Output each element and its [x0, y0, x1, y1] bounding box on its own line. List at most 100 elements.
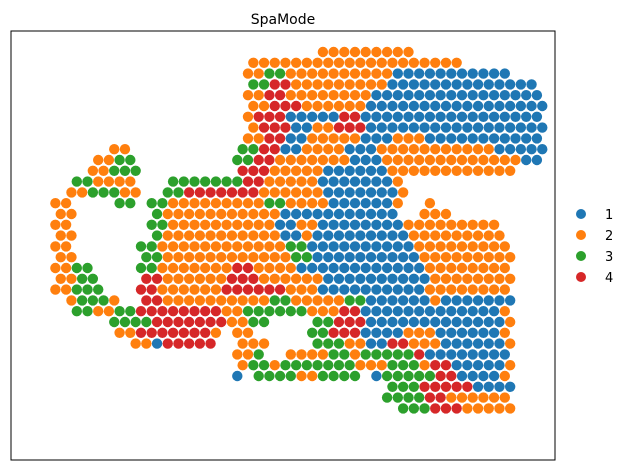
spot-cluster-2 [312, 100, 323, 112]
spot-cluster-1 [478, 90, 489, 101]
spot-cluster-2 [317, 46, 329, 58]
spot-cluster-3 [237, 144, 248, 155]
spot-cluster-2 [365, 79, 377, 90]
spot-cluster-3 [98, 295, 109, 306]
spot-cluster-1 [328, 219, 339, 230]
spot-cluster-2 [472, 273, 484, 284]
spot-cluster-1 [381, 198, 393, 209]
spot-cluster-3 [258, 79, 270, 90]
spot-cluster-4 [253, 176, 264, 187]
spot-cluster-3 [274, 198, 286, 209]
spot-cluster-1 [392, 284, 403, 295]
spot-cluster-2 [499, 327, 510, 338]
spot-cluster-1 [435, 90, 446, 101]
spot-cluster-1 [392, 306, 403, 317]
spot-cluster-2 [440, 273, 452, 284]
spot-cluster-1 [504, 122, 516, 133]
spot-cluster-1 [478, 306, 489, 317]
spot-cluster-2 [285, 68, 296, 79]
spot-cluster-1 [424, 306, 436, 317]
spot-cluster-2 [253, 68, 264, 79]
spot-cluster-2 [323, 100, 334, 112]
spot-cluster-2 [167, 284, 179, 295]
spot-cluster-1 [526, 144, 537, 155]
spot-cluster-1 [478, 327, 489, 338]
legend-label-3: 3 [605, 250, 613, 265]
spot-cluster-1 [456, 133, 468, 144]
spot-cluster-2 [414, 241, 425, 252]
spot-cluster-1 [339, 219, 350, 230]
spot-cluster-1 [365, 122, 377, 133]
spot-cluster-2 [258, 295, 270, 306]
spot-cluster-2 [472, 165, 484, 176]
legend-label-1: 1 [605, 208, 613, 223]
spot-cluster-1 [494, 100, 505, 112]
spot-cluster-2 [430, 208, 441, 220]
spot-cluster-1 [467, 327, 478, 338]
spot-cluster-2 [232, 241, 243, 252]
spot-cluster-1 [515, 144, 527, 155]
spot-cluster-1 [451, 338, 462, 349]
spot-cluster-3 [403, 370, 414, 382]
spot-cluster-2 [93, 176, 104, 187]
spot-cluster-2 [194, 208, 206, 220]
spot-cluster-1 [360, 219, 371, 230]
spot-cluster-2 [269, 57, 280, 68]
spot-cluster-3 [397, 360, 409, 371]
spot-cluster-2 [451, 57, 462, 68]
spot-cluster-2 [408, 230, 420, 241]
spot-cluster-2 [440, 57, 452, 68]
spot-cluster-2 [125, 327, 136, 338]
spot-cluster-2 [274, 241, 286, 252]
spot-cluster-1 [371, 284, 382, 295]
spot-cluster-1 [504, 144, 516, 155]
spot-cluster-2 [269, 165, 280, 176]
spot-cluster-3 [274, 68, 286, 79]
spot-cluster-2 [446, 284, 457, 295]
spot-cluster-3 [167, 176, 179, 187]
spot-cluster-1 [365, 165, 377, 176]
spot-cluster-3 [141, 252, 152, 263]
spot-cluster-2 [93, 306, 104, 317]
spot-cluster-2 [162, 295, 173, 306]
spot-cluster-2 [339, 133, 350, 144]
spot-cluster-1 [371, 111, 382, 123]
spot-cluster-1 [419, 122, 430, 133]
spot-cluster-1 [355, 144, 366, 155]
spot-cluster-1 [397, 316, 409, 328]
spot-cluster-2 [403, 154, 414, 166]
spot-cluster-2 [258, 187, 270, 198]
spot-cluster-2 [253, 241, 264, 252]
spot-cluster-2 [173, 230, 184, 241]
spot-cluster-2 [189, 262, 200, 274]
spot-cluster-2 [328, 46, 339, 58]
spot-cluster-4 [355, 316, 366, 328]
spot-cluster-1 [344, 144, 355, 155]
spot-cluster-1 [403, 68, 414, 79]
spot-cluster-2 [301, 165, 313, 176]
spot-cluster-1 [515, 79, 527, 90]
spot-cluster-2 [66, 295, 77, 306]
spot-cluster-2 [221, 219, 232, 230]
spot-cluster-2 [435, 262, 446, 274]
spot-cluster-2 [488, 154, 500, 166]
spot-cluster-2 [253, 262, 264, 274]
spot-cluster-3 [125, 154, 136, 166]
spot-cluster-2 [285, 284, 296, 295]
spot-cluster-1 [521, 133, 532, 144]
spot-cluster-3 [82, 284, 93, 295]
spot-cluster-2 [333, 144, 345, 155]
spot-cluster-2 [296, 154, 307, 166]
spot-cluster-1 [360, 154, 371, 166]
spot-cluster-2 [414, 133, 425, 144]
spot-cluster-4 [419, 381, 430, 392]
spot-cluster-2 [328, 306, 339, 317]
spot-cluster-4 [446, 370, 457, 382]
spot-cluster-2 [167, 262, 179, 274]
spot-cluster-4 [242, 262, 254, 274]
spot-cluster-4 [167, 306, 179, 317]
spot-cluster-3 [82, 262, 93, 274]
spot-cluster-1 [371, 327, 382, 338]
spot-cluster-1 [499, 349, 510, 360]
spot-cluster-3 [258, 360, 270, 371]
